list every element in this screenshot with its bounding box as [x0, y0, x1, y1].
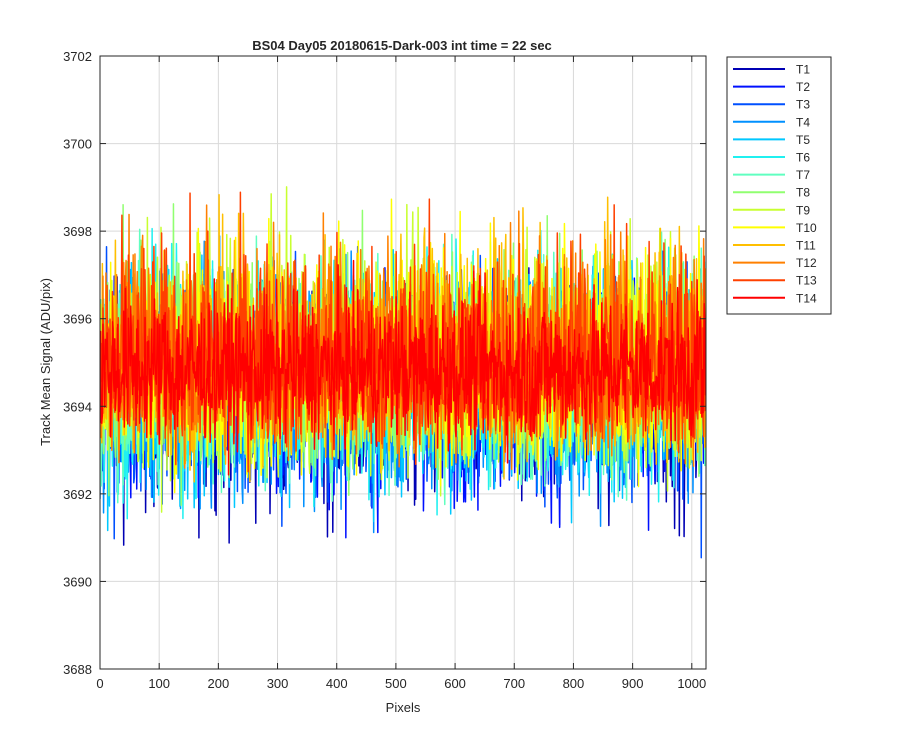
x-axis-label: Pixels [386, 700, 421, 715]
x-tick-label: 900 [622, 676, 644, 691]
series-line-t14 [100, 259, 706, 476]
x-tick-label: 500 [385, 676, 407, 691]
x-tick-label: 100 [148, 676, 170, 691]
axis-ticks: 0 100 200 300 400 500 600 700 800 900 1000 3688 3690… [63, 49, 706, 691]
y-tick-label: 3694 [63, 399, 92, 414]
x-tick-label: 700 [503, 676, 525, 691]
x-tick-label: 200 [208, 676, 230, 691]
legend-label: T11 [796, 239, 816, 253]
legend-label: T12 [796, 256, 817, 270]
y-tick-label: 3700 [63, 137, 92, 152]
legend-label: T3 [796, 98, 810, 112]
x-tick-label: 300 [267, 676, 289, 691]
x-tick-label: 0 [96, 676, 103, 691]
y-tick-label: 3696 [63, 312, 92, 327]
legend-label: T9 [796, 203, 810, 217]
plot-area-frame [99, 55, 707, 670]
legend-label: T14 [796, 291, 817, 305]
x-tick-label: 800 [563, 676, 585, 691]
y-tick-label: 3690 [63, 574, 92, 589]
y-tick-label: 3702 [63, 49, 92, 64]
legend-label: T6 [796, 151, 810, 165]
legend: T1 T2 T3 T4 T5 T6 T7 T8 T9 T10 T11 T12 T13 T14 [726, 56, 832, 315]
legend-label: T5 [796, 133, 810, 147]
y-tick-label: 3688 [63, 662, 92, 677]
legend-box [726, 56, 832, 315]
legend-label: T2 [796, 80, 810, 94]
legend-label: T10 [796, 221, 817, 235]
legend-label: T7 [796, 168, 810, 182]
legend-label: T8 [796, 186, 810, 200]
y-tick-label: 3692 [63, 487, 92, 502]
legend-label: T13 [796, 274, 817, 288]
y-axis-label: Track Mean Signal (ADU/pix) [38, 278, 53, 446]
y-tick-label: 3698 [63, 224, 92, 239]
legend-label: T4 [796, 115, 810, 129]
x-tick-label: 1000 [677, 676, 706, 691]
legend-label: T1 [796, 63, 810, 77]
chart-title: BS04 Day05 20180615-Dark-003 int time = … [252, 38, 552, 53]
x-tick-label: 600 [444, 676, 466, 691]
data-series [100, 186, 706, 559]
x-tick-label: 400 [326, 676, 348, 691]
